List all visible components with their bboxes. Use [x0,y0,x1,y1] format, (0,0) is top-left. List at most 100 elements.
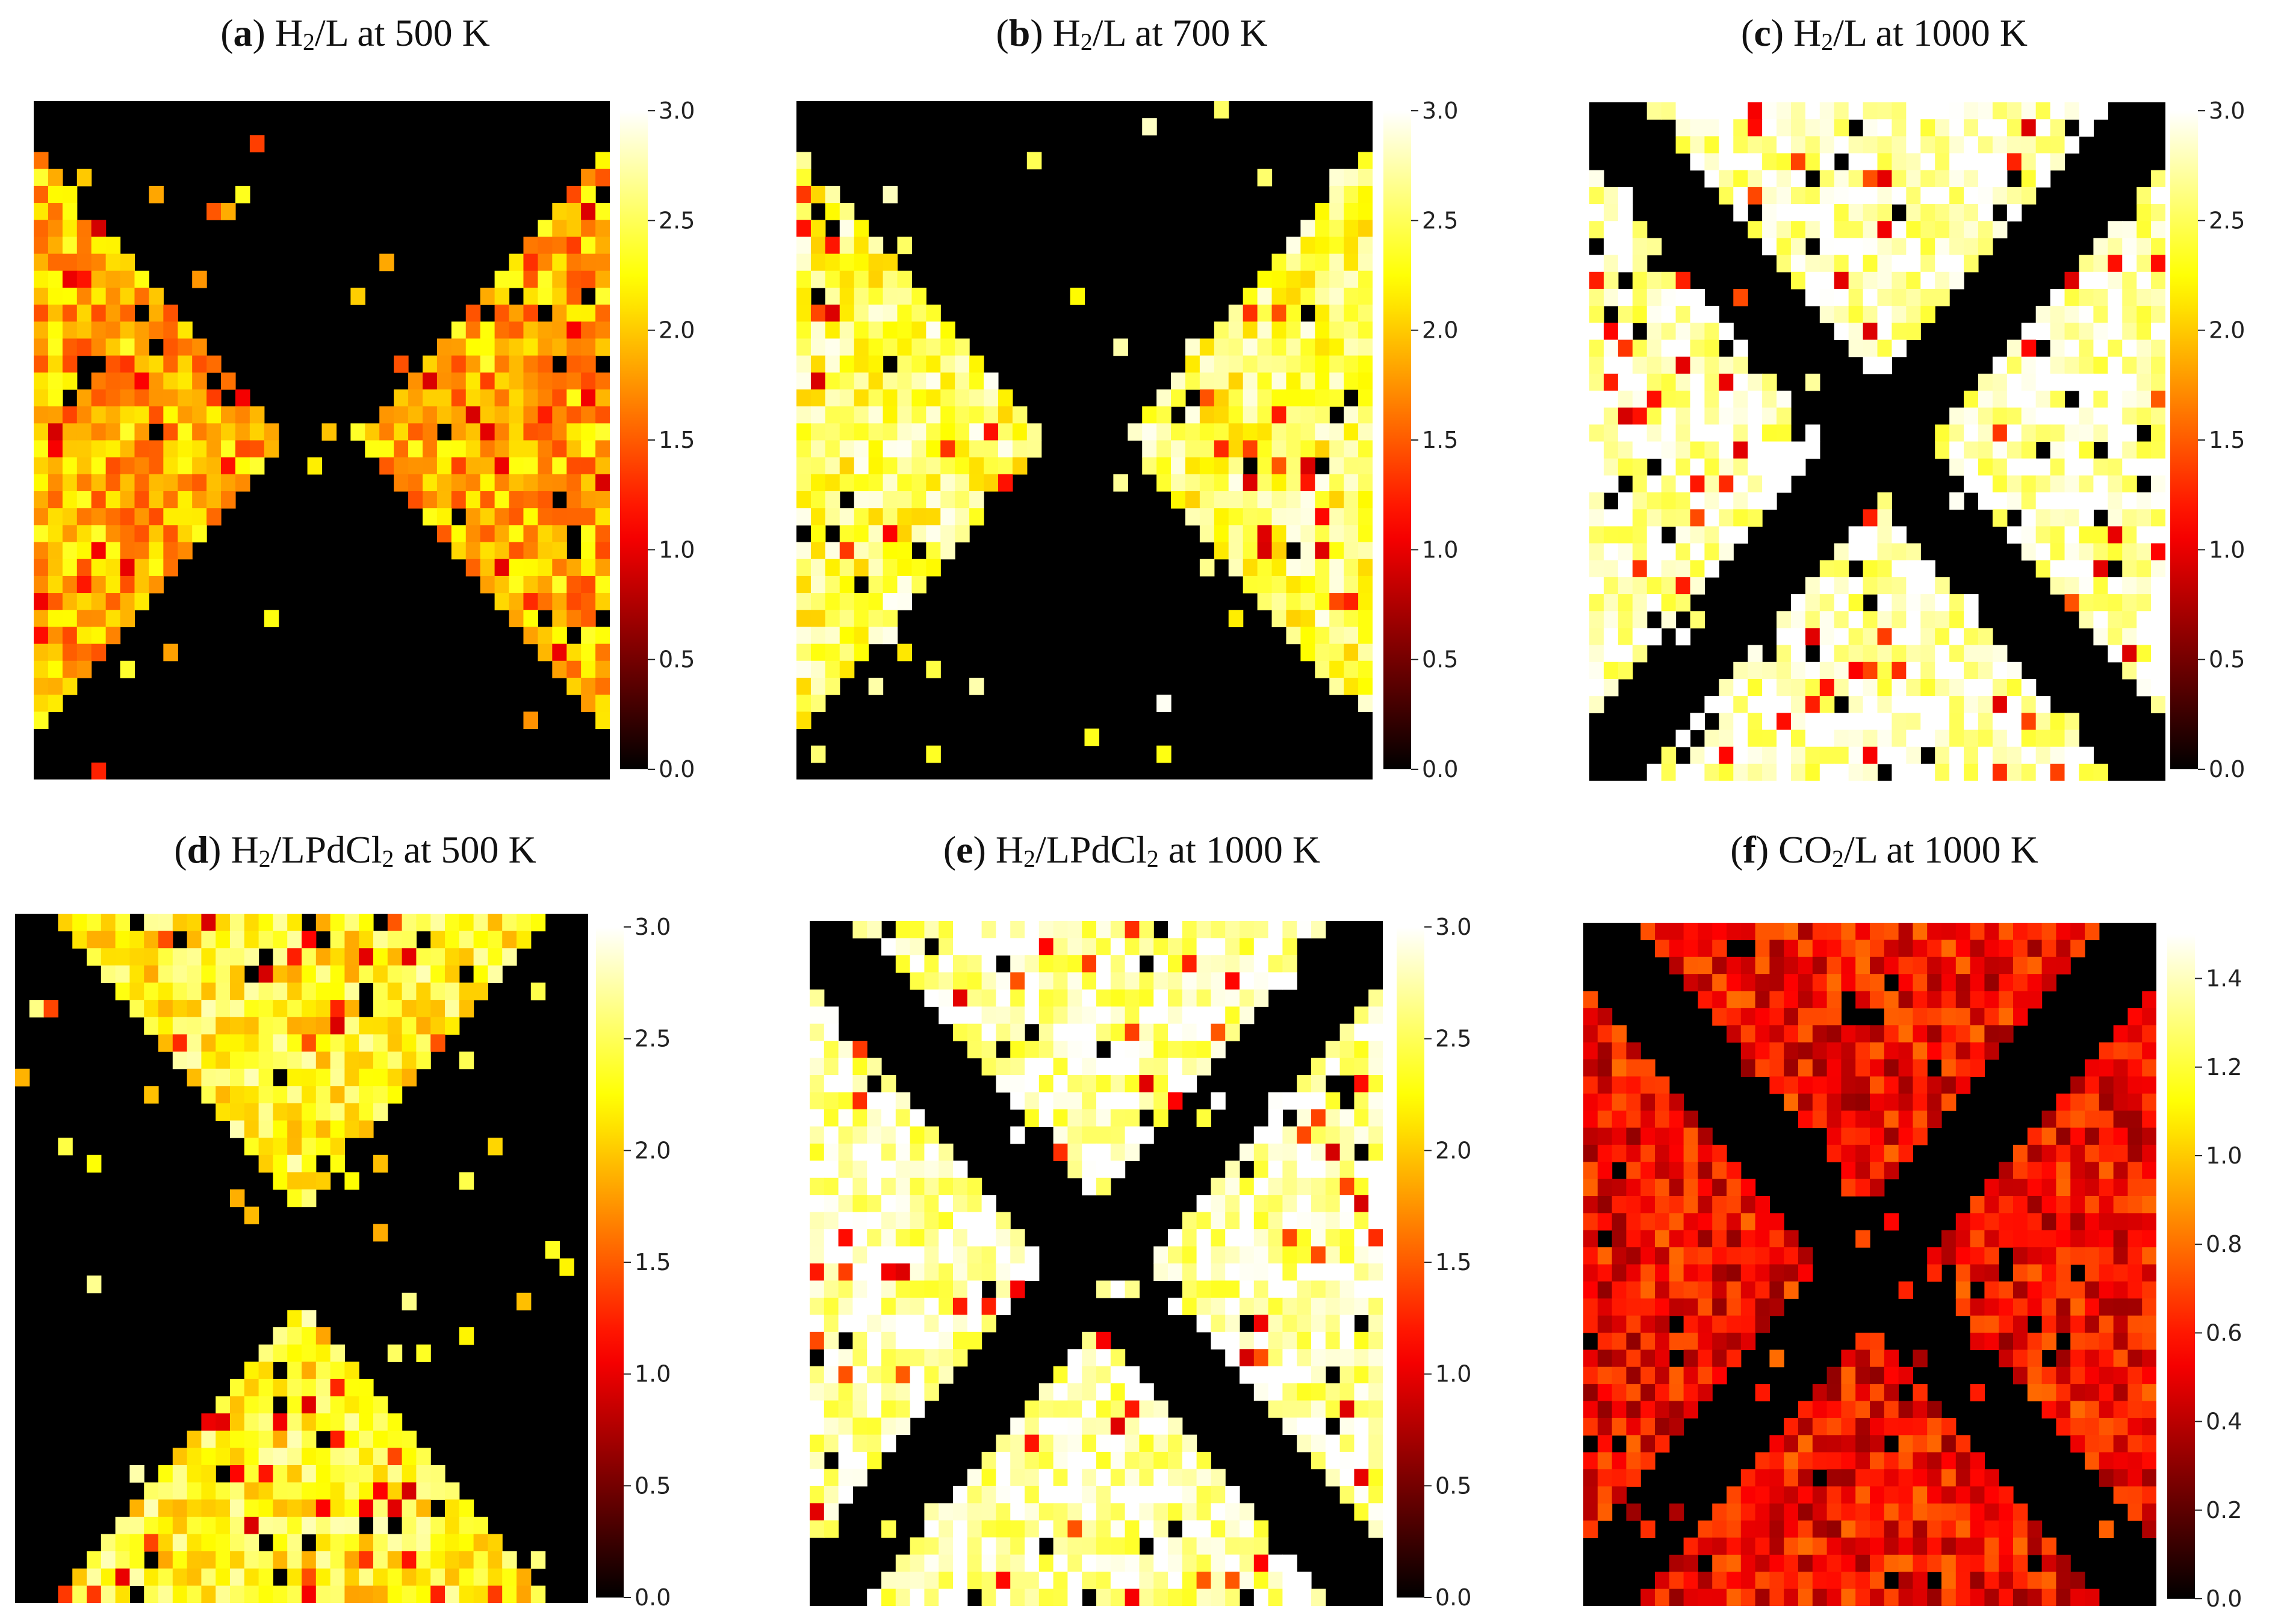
heatmap-cell [494,508,510,525]
heatmap-cell [1228,338,1244,356]
heatmap-cell [1964,102,1979,120]
heatmap-cell [824,1195,839,1213]
heatmap-cell [2113,1384,2128,1402]
heatmap-cell [1784,974,1799,992]
heatmap-cell [1655,1179,1670,1197]
heatmap-cell [1906,543,1921,561]
heatmap-cell [1358,220,1373,237]
heatmap-cell [48,203,63,220]
heatmap-cell [172,1017,188,1035]
heatmap-cell [416,1034,431,1052]
heatmap-cell [2070,1127,2085,1145]
heatmap-cell [163,457,178,475]
heatmap-cell [1286,338,1301,356]
heatmap-cell [1755,1059,1770,1077]
heatmap-cell [967,1537,982,1555]
heatmap-cell [2113,1162,2128,1180]
heatmap-cell [1196,1058,1211,1076]
heatmap-cell [1748,696,1763,713]
heatmap-cell [581,305,596,322]
heatmap-cell [1153,989,1168,1007]
heatmap-cell [1589,187,1604,205]
heatmap-cell [287,1482,302,1500]
heatmap-cell [911,389,926,407]
heatmap-cell [1096,955,1111,973]
heatmap-cell [402,931,417,949]
heatmap-cell [206,457,222,475]
heatmap-cell [953,1023,968,1041]
heatmap-cell [2021,492,2037,510]
heatmap-cell [881,938,896,956]
heatmap-cell [1344,575,1359,594]
heatmap-cell [1941,1452,1957,1470]
heatmap-cell [115,965,130,984]
heatmap-cell [2041,1315,2056,1333]
heatmap-cell [839,593,855,610]
heatmap-cell [1834,763,1849,781]
heatmap-cell [302,1172,317,1190]
heatmap-cell [1368,1520,1383,1538]
heatmap-cell [430,1465,445,1483]
heatmap-cell [359,1120,374,1138]
heatmap-cell [1618,492,1633,510]
heatmap-cell [1110,1023,1126,1041]
heatmap-cell [1243,491,1258,509]
heatmap-cell [523,525,538,543]
heatmap-cell [1906,746,1921,764]
heatmap-cell [1010,1572,1025,1590]
heatmap-cell [1819,271,1835,290]
heatmap-cell [854,389,869,407]
heatmap-cell [1325,1161,1341,1179]
heatmap-cell [1010,921,1025,939]
heatmap-cell [1300,440,1315,458]
heatmap-cell [2027,1384,2043,1402]
heatmap-cell [473,914,488,932]
heatmap-cell [1970,1469,1985,1487]
heatmap-cell [1927,974,1942,992]
heatmap-cell [1683,1281,1698,1299]
heatmap-cell [1955,1264,1971,1282]
heatmap-cell [2151,645,2165,663]
heatmap-cell [1906,102,1921,120]
heatmap-cell [2108,221,2123,238]
heatmap-cell [538,491,553,509]
heatmap-cell [1125,989,1140,1007]
heatmap-cell [1690,746,1705,764]
heatmap-cell [258,1017,273,1035]
heatmap-cell [1282,1161,1297,1179]
heatmap-cell [1339,1212,1355,1230]
heatmap-cell [2070,1298,2085,1316]
heatmap-cell [76,406,92,424]
heatmap-cell [1719,136,1734,154]
heatmap-cell [2006,526,2022,544]
heatmap-cell [2137,526,2152,544]
heatmap-cell [1139,1451,1154,1469]
heatmap-cell [480,287,495,305]
heatmap-cell [101,1568,116,1586]
heatmap-cell [581,575,596,594]
heatmap-cell [187,1551,202,1569]
heatmap-cell [1225,1023,1240,1041]
heatmap-cell [1253,1383,1269,1401]
heatmap-cell [1755,1315,1770,1333]
heatmap-cell [1329,287,1344,305]
heatmap-cell [2151,611,2165,629]
heatmap-cell [1626,1042,1641,1060]
heatmap-cell [187,1068,202,1086]
heatmap-cell [1182,1229,1197,1247]
heatmap-cell [330,1551,345,1569]
heatmap-cell [1834,187,1849,205]
heatmap-cell [76,440,92,458]
heatmap-cell [1790,221,1806,238]
heatmap-cell [1053,955,1068,973]
heatmap-cell [459,1585,474,1603]
heatmap-cell [1612,1418,1627,1436]
heatmap-cell [480,440,495,458]
heatmap-cell [1733,119,1748,137]
heatmap-cell [1683,1333,1698,1350]
heatmap-cell [939,1331,954,1350]
heatmap-cell [1999,1315,2014,1333]
heatmap-cell [2142,1298,2156,1316]
heatmap-cell [445,1516,460,1535]
heatmap-cell [1038,972,1054,990]
